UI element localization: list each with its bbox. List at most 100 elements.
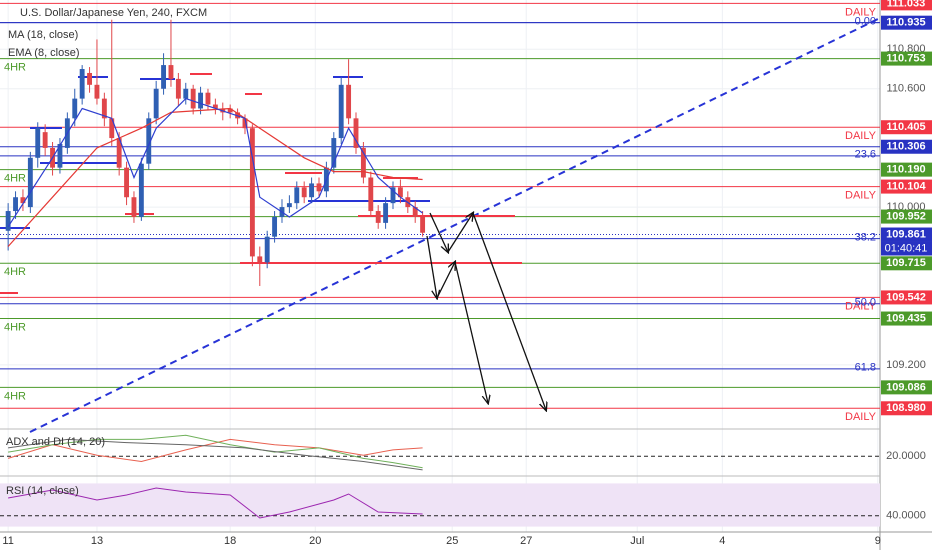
countdown-box — [881, 241, 932, 256]
price-label: 109.542 — [886, 291, 926, 303]
price-label: 110.405 — [886, 121, 925, 133]
candle-body — [131, 197, 137, 217]
last-price-label: 109.861 — [886, 228, 926, 240]
indicator-line — [7, 97, 423, 228]
price-box — [881, 311, 932, 326]
candle-body — [42, 132, 48, 148]
candle-body — [360, 147, 366, 178]
price-label: 108.980 — [886, 402, 926, 414]
candle-body — [309, 183, 315, 198]
price-box — [881, 120, 932, 135]
candle-body — [101, 98, 107, 119]
candle-body — [198, 92, 204, 109]
price-label: 109.952 — [886, 210, 926, 222]
x-tick-label: 9 — [875, 535, 881, 547]
fib-label: 0.00 — [855, 16, 876, 28]
pane-title: RSI (14, close) — [6, 485, 79, 497]
level-tag: 4HR — [4, 321, 26, 333]
pane-line — [8, 487, 423, 519]
x-tick-label: 25 — [446, 535, 458, 547]
price-box — [881, 209, 932, 224]
fib-label: 61.8 — [855, 362, 876, 374]
fib-label: 38.2 — [855, 232, 876, 244]
trend-line — [29, 17, 881, 433]
y-tick-label: 109.200 — [886, 359, 926, 371]
price-label: 110.306 — [886, 141, 925, 153]
y-tick-label: 40.0000 — [886, 510, 926, 522]
level-tag: DAILY — [845, 130, 877, 142]
candle-body — [124, 167, 130, 198]
candle-body — [20, 197, 26, 204]
candle-body — [397, 187, 403, 198]
legend-entry: EMA (8, close) — [8, 47, 80, 59]
candle-body — [146, 118, 152, 164]
price-box — [881, 15, 932, 30]
candle-body — [94, 84, 100, 99]
candle-body — [72, 98, 78, 119]
candle-body — [183, 88, 189, 99]
x-tick-label: 13 — [91, 535, 103, 547]
price-label: 109.086 — [886, 381, 926, 393]
level-tag: DAILY — [845, 411, 877, 423]
price-label: 110.104 — [886, 180, 926, 192]
candle-body — [168, 65, 174, 79]
price-box — [881, 139, 932, 154]
price-label: 110.935 — [886, 17, 925, 29]
price-label: 109.435 — [886, 312, 926, 324]
candle-body — [316, 183, 322, 192]
fib-label: 23.6 — [855, 149, 876, 161]
arrow — [426, 235, 437, 298]
candle-body — [242, 118, 248, 129]
arrow — [436, 262, 455, 299]
candle-body — [161, 65, 167, 89]
x-tick-label: 20 — [309, 535, 321, 547]
candle-body — [109, 118, 115, 139]
fib-label: 50.0 — [855, 297, 876, 309]
candle-body — [79, 69, 85, 99]
candle-body — [301, 187, 307, 198]
level-tag: 4HR — [4, 266, 26, 278]
arrow — [472, 212, 546, 410]
level-tag: 4HR — [4, 61, 26, 73]
candle-body — [390, 187, 396, 204]
pane-line — [8, 438, 423, 471]
price-label: 109.715 — [886, 257, 926, 269]
price-box — [881, 401, 932, 416]
price-box — [881, 0, 932, 11]
candle-body — [175, 78, 181, 99]
candle-body — [353, 118, 359, 148]
candle-body — [331, 138, 337, 168]
candle-body — [35, 128, 41, 158]
x-tick-label: 11 — [2, 535, 13, 547]
y-tick-label: 20.0000 — [886, 450, 926, 462]
arrow — [447, 213, 473, 253]
candle-body — [368, 177, 374, 212]
candle-body — [27, 157, 33, 208]
pane-line — [8, 434, 423, 469]
price-box — [881, 256, 932, 271]
legend-entry: MA (18, close) — [8, 29, 78, 41]
candle-body — [264, 236, 270, 263]
candle-body — [227, 108, 233, 113]
pane-line — [7, 438, 423, 463]
price-label: 111.033 — [887, 0, 926, 9]
x-tick-label: 27 — [520, 535, 532, 547]
level-tag: 4HR — [4, 390, 26, 402]
candle-body — [375, 211, 381, 223]
candle-body — [212, 104, 218, 109]
candle-body — [383, 203, 389, 223]
x-tick-label: Jul — [630, 535, 644, 547]
candle-body — [153, 88, 159, 119]
level-tag: DAILY — [845, 189, 877, 201]
price-box — [881, 179, 932, 194]
rsi-band — [0, 483, 880, 527]
candle-body — [272, 216, 278, 237]
level-tag: 4HR — [4, 173, 26, 185]
candle-body — [346, 84, 352, 119]
candle-body — [190, 88, 196, 109]
countdown: 01:40:41 — [885, 242, 928, 254]
candle-body — [338, 84, 344, 139]
